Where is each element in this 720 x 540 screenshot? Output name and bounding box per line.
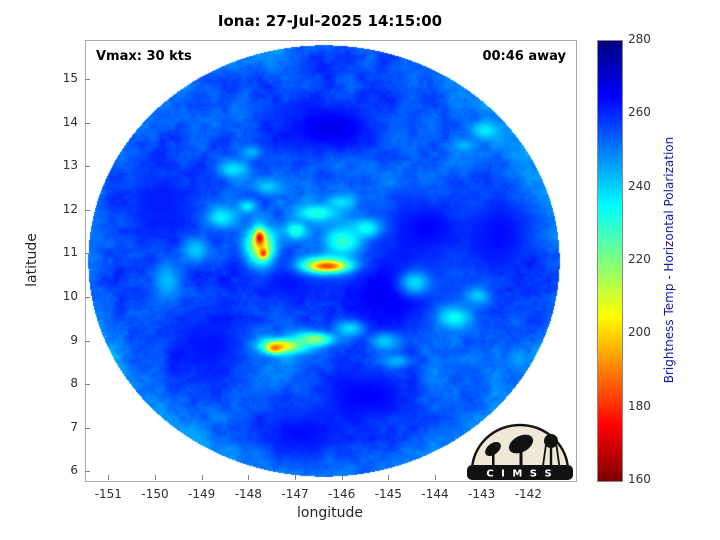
colorbar-tick-label: 200 bbox=[628, 325, 651, 340]
x-tick-label: -143 bbox=[468, 487, 496, 501]
satellite-dish-icon bbox=[485, 441, 501, 457]
x-tick-label: -148 bbox=[234, 487, 262, 501]
y-tick-label: 10 bbox=[62, 289, 78, 304]
colorbar-tick-label: 220 bbox=[628, 252, 651, 266]
dish-stand bbox=[519, 447, 523, 467]
x-tick-mark bbox=[201, 475, 203, 480]
satellite-dish-icon bbox=[508, 434, 534, 454]
logo-banner bbox=[467, 465, 573, 480]
y-tick-label: 9 bbox=[70, 332, 78, 347]
brightness-temp-swath bbox=[86, 41, 576, 481]
y-tick-label: 12 bbox=[62, 201, 78, 216]
y-tick-mark bbox=[85, 297, 90, 299]
colorbar-label: Brightness Temp - Horizontal Polarizatio… bbox=[662, 136, 676, 384]
y-tick-label: 6 bbox=[70, 463, 78, 478]
plot-area: Vmax: 30 kts 00:46 away C I M S S bbox=[85, 40, 577, 482]
tower-leg bbox=[555, 444, 561, 467]
x-tick-mark bbox=[341, 475, 343, 480]
colorbar-tick-label: 180 bbox=[628, 398, 651, 413]
y-tick-label: 8 bbox=[70, 376, 78, 391]
colorbar-tick-label: 240 bbox=[628, 178, 651, 193]
y-tick-label: 13 bbox=[62, 158, 78, 173]
x-tick-mark bbox=[155, 475, 156, 480]
colorbar-tick-label: 260 bbox=[628, 105, 651, 120]
cimss-logo: C I M S S bbox=[467, 423, 573, 480]
x-tick-label: -151 bbox=[94, 487, 122, 501]
colorbar bbox=[597, 40, 623, 482]
y-tick-mark bbox=[85, 340, 90, 342]
tower-leg bbox=[541, 445, 547, 468]
chart-title: Iona: 27-Jul-2025 14:15:00 bbox=[217, 12, 443, 30]
y-tick-mark bbox=[85, 384, 90, 386]
x-tick-label: -142 bbox=[514, 487, 542, 501]
y-tick-mark bbox=[85, 253, 90, 255]
y-tick-label: 15 bbox=[62, 71, 78, 86]
x-tick-mark bbox=[388, 475, 390, 480]
y-tick-mark bbox=[85, 79, 90, 81]
x-tick-label: -149 bbox=[188, 487, 216, 501]
y-tick-label: 7 bbox=[70, 419, 78, 434]
dish-stand bbox=[492, 451, 495, 467]
x-tick-label: -145 bbox=[374, 487, 402, 501]
x-tick-mark bbox=[248, 475, 250, 480]
y-tick-mark bbox=[85, 427, 90, 429]
y-tick-mark bbox=[85, 209, 90, 211]
x-axis-label: longitude bbox=[297, 505, 363, 521]
x-tick-label: -147 bbox=[281, 487, 309, 501]
colorbar-tick-label: 160 bbox=[628, 472, 651, 486]
y-tick-label: 11 bbox=[62, 245, 78, 260]
y-tick-mark bbox=[85, 122, 90, 124]
vmax-annotation: Vmax: 30 kts bbox=[96, 49, 192, 64]
y-tick-mark bbox=[85, 471, 90, 473]
tower-leg bbox=[549, 441, 553, 467]
y-tick-label: 14 bbox=[62, 114, 78, 129]
cimss-logo-text: C I M S S bbox=[486, 469, 553, 480]
x-tick-mark bbox=[435, 475, 436, 480]
y-axis-label: latitude bbox=[24, 233, 40, 287]
x-tick-label: -150 bbox=[141, 487, 169, 501]
y-tick-mark bbox=[85, 166, 90, 168]
x-tick-label: -146 bbox=[328, 487, 356, 501]
time-away-annotation: 00:46 away bbox=[482, 49, 566, 64]
colorbar-tick-label: 280 bbox=[628, 32, 651, 46]
x-tick-label: -144 bbox=[421, 487, 449, 501]
x-tick-mark bbox=[295, 475, 296, 480]
x-tick-mark bbox=[108, 475, 110, 480]
